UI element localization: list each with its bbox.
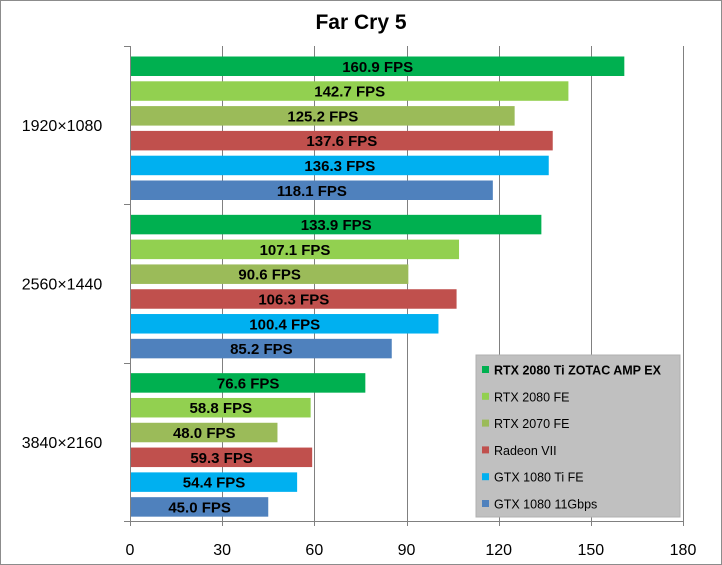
bar-label-rtx-2080-fe-2560-1440: 107.1 FPS: [260, 242, 331, 259]
bar-rtx-2080-ti-zotac-amp-ex-1920-1080: [131, 56, 625, 76]
bar-rtx-2070-fe-1920-1080: [131, 106, 515, 126]
x-tick-label-180: 180: [670, 542, 697, 559]
bar-rtx-2070-fe-2560-1440: [131, 264, 409, 284]
bar-rtx-2080-fe-3840-2160: [131, 397, 311, 418]
bar-label-rtx-2080-fe-1920-1080: 142.7 FPS: [314, 84, 385, 101]
bar-label-rtx-2080-fe-3840-2160: 58.8 FPS: [190, 400, 253, 417]
bar-gtx-1080-ti-fe-3840-2160: [131, 472, 298, 492]
bar-rtx-2070-fe-3840-2160: [131, 422, 278, 443]
legend-label-rtx-2070-fe: RTX 2070 FE: [494, 417, 570, 431]
bar-rtx-2080-fe-1920-1080: [131, 81, 569, 101]
legend-label-radeon-vii: Radeon VII: [494, 444, 557, 458]
legend-swatch-rtx-2070-fe: [482, 419, 489, 427]
x-tick-label-150: 150: [577, 542, 604, 559]
legend-swatch-gtx-1080-11gbps: [482, 500, 489, 507]
bar-label-radeon-vii-1920-1080: 137.6 FPS: [306, 133, 377, 150]
category-label-2560-1440: 2560×1440: [22, 277, 103, 294]
bar-label-gtx-1080-11gbps-1920-1080: 118.1 FPS: [277, 183, 347, 200]
bar-rtx-2080-ti-zotac-amp-ex-3840-2160: [131, 373, 366, 393]
bar-label-gtx-1080-11gbps-2560-1440: 85.2 FPS: [230, 341, 293, 358]
legend-box: [475, 354, 681, 518]
bar-label-rtx-2080-ti-zotac-amp-ex-3840-2160: 76.6 FPS: [217, 375, 280, 392]
x-tick-label-90: 90: [398, 542, 416, 559]
bar-radeon-vii-1920-1080: [131, 130, 553, 151]
legend-label-rtx-2080-fe: RTX 2080 FE: [494, 390, 570, 404]
bar-label-gtx-1080-ti-fe-1920-1080: 136.3 FPS: [304, 158, 375, 175]
x-tick-label-120: 120: [485, 542, 512, 559]
legend-label-rtx-2080-ti-zotac-amp-ex: RTX 2080 Ti ZOTAC AMP EX: [494, 364, 662, 378]
bar-gtx-1080-11gbps-2560-1440: [131, 338, 392, 359]
bar-label-gtx-1080-11gbps-3840-2160: 45.0 FPS: [168, 499, 231, 516]
bar-rtx-2080-fe-2560-1440: [131, 239, 460, 260]
bar-label-gtx-1080-ti-fe-2560-1440: 100.4 FPS: [249, 316, 320, 333]
bar-label-radeon-vii-2560-1440: 106.3 FPS: [258, 291, 329, 308]
legend-swatch-radeon-vii: [482, 446, 489, 454]
bar-gtx-1080-ti-fe-2560-1440: [131, 314, 439, 334]
legend-swatch-rtx-2080-ti-zotac-amp-ex: [482, 366, 489, 373]
category-label-1920-1080: 1920×1080: [22, 118, 103, 135]
bar-label-rtx-2070-fe-2560-1440: 90.6 FPS: [238, 267, 301, 284]
bar-gtx-1080-ti-fe-1920-1080: [131, 155, 549, 176]
bar-label-radeon-vii-3840-2160: 59.3 FPS: [190, 450, 253, 467]
chart-title: Far Cry 5: [315, 11, 406, 34]
bar-label-rtx-2070-fe-3840-2160: 48.0 FPS: [173, 425, 236, 442]
bar-label-rtx-2080-ti-zotac-amp-ex-2560-1440: 133.9 FPS: [301, 217, 372, 234]
bar-label-rtx-2080-ti-zotac-amp-ex-1920-1080: 160.9 FPS: [342, 59, 413, 76]
bar-radeon-vii-2560-1440: [131, 289, 457, 309]
bar-rtx-2080-ti-zotac-amp-ex-2560-1440: [131, 214, 542, 235]
legend-label-gtx-1080-ti-fe: GTX 1080 Ti FE: [494, 471, 584, 485]
x-tick-label-60: 60: [305, 542, 323, 559]
bar-label-gtx-1080-ti-fe-3840-2160: 54.4 FPS: [183, 475, 246, 492]
bar-radeon-vii-3840-2160: [131, 447, 313, 468]
x-tick-label-0: 0: [126, 542, 135, 559]
bar-gtx-1080-11gbps-1920-1080: [131, 180, 493, 200]
category-label-3840-2160: 3840×2160: [22, 435, 103, 452]
bar-gtx-1080-11gbps-3840-2160: [131, 497, 269, 517]
bar-label-rtx-2070-fe-1920-1080: 125.2 FPS: [287, 108, 358, 125]
x-tick-label-30: 30: [213, 542, 231, 559]
legend-swatch-rtx-2080-fe: [482, 392, 489, 400]
legend-swatch-gtx-1080-ti-fe: [482, 473, 489, 481]
legend-label-gtx-1080-11gbps: GTX 1080 11Gbps: [494, 498, 597, 512]
